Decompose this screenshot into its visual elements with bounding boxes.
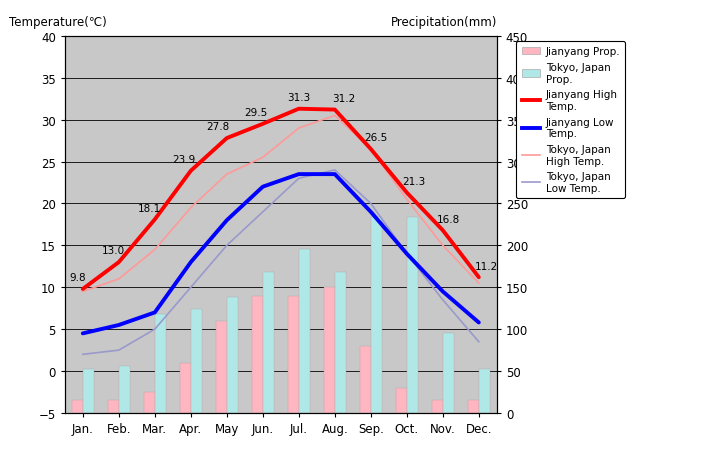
Bar	[252, 296, 263, 413]
Bar	[108, 401, 119, 413]
Legend: Jianyang Prop., Tokyo, Japan
Prop., Jianyang High
Temp., Jianyang Low
Temp., Tok: Jianyang Prop., Tokyo, Japan Prop., Jian…	[516, 42, 626, 199]
Bar	[155, 314, 166, 413]
Bar	[371, 218, 382, 413]
Text: 13.0: 13.0	[102, 246, 125, 256]
Text: 31.2: 31.2	[332, 94, 356, 104]
Text: 11.2: 11.2	[474, 261, 498, 271]
Bar	[144, 392, 155, 413]
Bar	[443, 333, 454, 413]
Bar	[407, 218, 418, 413]
Text: 23.9: 23.9	[172, 155, 195, 165]
Bar	[83, 369, 94, 413]
Text: Temperature(℃): Temperature(℃)	[9, 16, 107, 29]
Bar	[119, 366, 130, 413]
Text: 26.5: 26.5	[364, 133, 388, 143]
Text: 16.8: 16.8	[436, 214, 460, 224]
Text: 29.5: 29.5	[244, 108, 267, 118]
Bar	[360, 346, 371, 413]
Bar	[263, 273, 274, 413]
Bar	[288, 296, 299, 413]
Text: 31.3: 31.3	[287, 93, 310, 103]
Bar	[396, 388, 407, 413]
Bar	[216, 321, 227, 413]
Bar	[335, 273, 346, 413]
Bar	[191, 309, 202, 413]
Text: Precipitation(mm): Precipitation(mm)	[390, 16, 497, 29]
Bar	[324, 288, 335, 413]
Bar	[432, 401, 443, 413]
Bar	[479, 369, 490, 413]
Bar	[72, 401, 83, 413]
Bar	[468, 401, 479, 413]
Text: 9.8: 9.8	[69, 273, 86, 283]
Text: 27.8: 27.8	[206, 122, 230, 132]
Text: 18.1: 18.1	[138, 203, 161, 213]
Bar	[180, 363, 191, 413]
Bar	[299, 249, 310, 413]
Text: 21.3: 21.3	[402, 176, 426, 186]
Bar	[227, 298, 238, 413]
